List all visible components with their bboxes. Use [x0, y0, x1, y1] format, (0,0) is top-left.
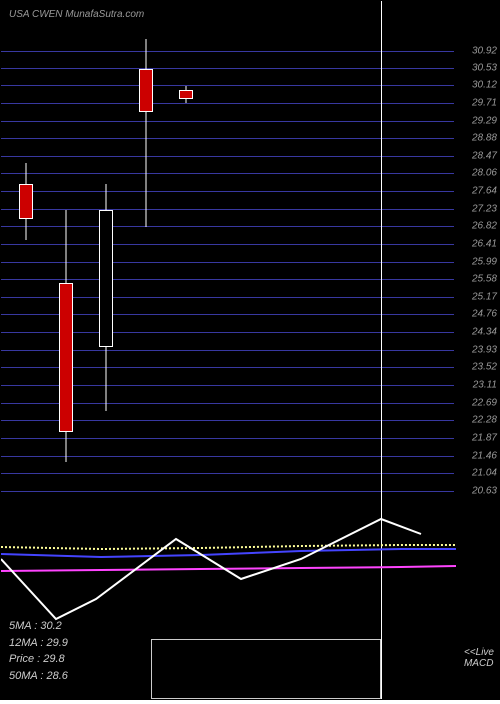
grid-line [1, 103, 454, 104]
price-label: 28.06 [472, 168, 497, 179]
price-label: 30.92 [472, 46, 497, 57]
chart-container: USA CWEN MunafaSutra.com 30.92 30.53 30.12… [0, 0, 500, 700]
price-label: 28.47 [472, 150, 497, 161]
price-label: 25.58 [472, 274, 497, 285]
price-label: 30.12 [472, 80, 497, 91]
ma12-stat: 12MA : 29.9 [9, 635, 68, 652]
price-label: 27.23 [472, 203, 497, 214]
grid-line [1, 121, 454, 122]
price-label: 24.76 [472, 309, 497, 320]
price-label: 23.11 [473, 379, 497, 390]
candle-body [139, 69, 153, 112]
price-label: 26.82 [472, 221, 497, 232]
price-label: 22.69 [472, 397, 497, 408]
price-label: 24.34 [472, 327, 497, 338]
price-stat: Price : 29.8 [9, 651, 68, 668]
grid-line [1, 279, 454, 280]
price-label: 30.53 [472, 62, 497, 73]
price-label: 27.64 [472, 186, 497, 197]
price-label: 21.46 [472, 450, 497, 461]
price-label: 26.41 [472, 238, 497, 249]
price-label: 29.29 [472, 115, 497, 126]
grid-line [1, 456, 454, 457]
grid-line [1, 226, 454, 227]
candle-body [99, 210, 113, 347]
price-label: 22.28 [472, 415, 497, 426]
box-outline [151, 639, 381, 699]
price-panel: 30.92 30.53 30.12 29.71 29.29 28.88 28.47 28.06… [1, 21, 499, 501]
live-label: <<Live [464, 647, 494, 658]
price-label: 21.87 [472, 432, 497, 443]
grid-line [1, 491, 454, 492]
price-label: 21.04 [472, 468, 497, 479]
candle-wick [146, 39, 147, 227]
macd-text: MACD [464, 658, 494, 669]
indicator-line [1, 549, 456, 557]
indicator-panel: 5MA : 30.2 12MA : 29.9 Price : 29.8 50MA… [1, 499, 499, 699]
price-label: 25.99 [472, 256, 497, 267]
grid-line [1, 173, 454, 174]
grid-line [1, 438, 454, 439]
price-label: 28.88 [472, 133, 497, 144]
grid-line [1, 156, 454, 157]
grid-line [1, 85, 454, 86]
grid-line [1, 262, 454, 263]
grid-line [1, 209, 454, 210]
grid-line [1, 138, 454, 139]
grid-line [1, 473, 454, 474]
grid-line [1, 244, 454, 245]
ma50-stat: 50MA : 28.6 [9, 668, 68, 685]
stats-box: 5MA : 30.2 12MA : 29.9 Price : 29.8 50MA… [9, 618, 68, 684]
candle-body [19, 184, 33, 218]
price-label: 25.17 [472, 291, 497, 302]
price-label: 29.71 [472, 97, 497, 108]
chart-title: USA CWEN MunafaSutra.com [9, 9, 144, 20]
ma5-stat: 5MA : 30.2 [9, 618, 68, 635]
price-label: 23.52 [472, 362, 497, 373]
candle-body [59, 283, 73, 433]
price-label: 20.63 [472, 486, 497, 497]
price-label: 23.93 [472, 344, 497, 355]
grid-line [1, 51, 454, 52]
candle-body [179, 90, 193, 99]
macd-label: <<Live MACD [464, 647, 494, 669]
grid-line [1, 68, 454, 69]
grid-line [1, 191, 454, 192]
